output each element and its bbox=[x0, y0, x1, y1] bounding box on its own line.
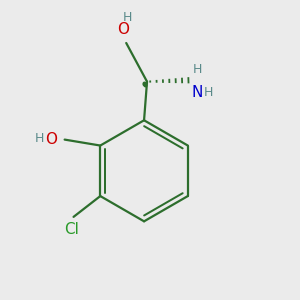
Text: H: H bbox=[193, 63, 202, 76]
Text: H: H bbox=[204, 85, 214, 98]
Text: O: O bbox=[117, 22, 129, 37]
Text: O: O bbox=[45, 132, 57, 147]
Text: H: H bbox=[123, 11, 132, 24]
Text: H: H bbox=[35, 132, 44, 145]
Text: Cl: Cl bbox=[64, 222, 80, 237]
Text: N: N bbox=[192, 85, 203, 100]
